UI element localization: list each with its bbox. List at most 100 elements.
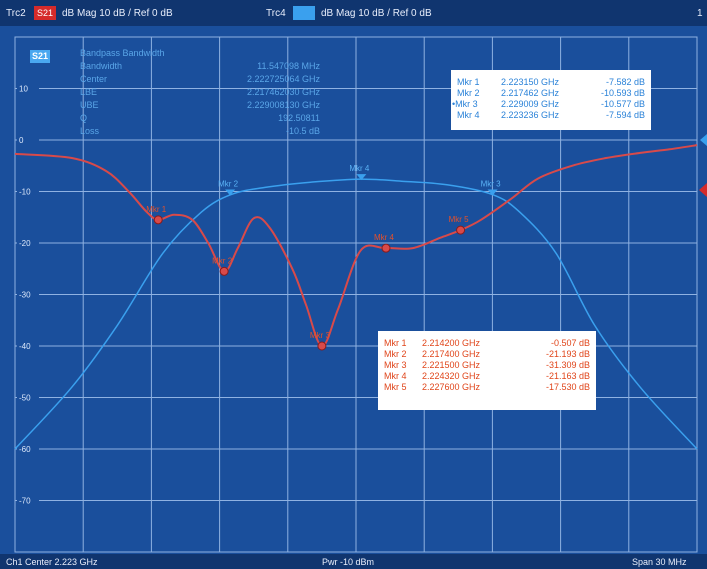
y-tick-label: -30 [19,291,31,300]
marker-frequency: 2.223236 GHz [501,110,560,120]
marker-name: •Mkr 3 [452,99,478,109]
trace-marker-label: Mkr 5 [449,215,470,224]
marker-value: -21.163 dB [545,371,590,381]
marker-name: Mkr 1 [457,77,480,87]
s21-badge: S21 [30,50,50,63]
marker-name: Mkr 1 [384,338,407,348]
marker-frequency: 2.223150 GHz [501,77,560,87]
bw-row-value: -10.5 dB [285,126,320,136]
y-tick-label-bg [17,391,39,404]
y-tick-label-bg [17,134,39,146]
bw-row-value: 2.229008130 GHz [246,100,320,110]
trc2-ref-arrow [699,183,707,197]
bw-row-label: Center [80,74,108,84]
channel-center-label[interactable]: Ch1 Center 2.223 GHz [6,557,98,567]
channel-number: 1 [697,8,703,19]
marker-value: -21.193 dB [545,349,590,359]
trc2-marker-glyph[interactable] [381,243,391,253]
trace-marker-label: Mkr 4 [374,233,395,242]
marker-value: -10.593 dB [600,88,645,98]
trc4-measurement-badge[interactable] [293,6,315,20]
trace-marker-label: Mkr 3 [481,179,502,188]
bw-row-label: Q [80,113,88,123]
y-tick-label: -50 [19,394,31,403]
trace-marker-label: Mkr 1 [146,205,167,214]
trc2-marker-glyph[interactable] [219,266,229,276]
y-tick-label: 10 [19,85,28,94]
bw-row-label: Bandwidth [80,61,123,71]
trace-marker-label: Mkr 4 [349,164,370,173]
trc4-format[interactable]: dB Mag 10 dB / Ref 0 dB [321,8,432,19]
y-tick-label-bg [17,443,39,455]
marker-frequency: 2.229009 GHz [501,99,560,109]
trc4-marker-row[interactable]: Mkr 1 2.223150 GHz -7.582 dB [457,77,645,88]
y-tick-label: -60 [19,445,31,454]
trc4-marker-row-active[interactable]: •Mkr 3 2.229009 GHz -10.577 dB [452,99,645,110]
marker-frequency: 2.221500 GHz [422,360,481,370]
trc4-marker-table[interactable]: Mkr 1 2.223150 GHz -7.582 dB Mkr 2 2.217… [451,70,651,130]
bw-row-value: 2.222725064 GHz [246,74,320,84]
trc4-marker-glyph[interactable] [487,189,498,196]
bw-row-value: 2.217462030 GHz [246,87,320,97]
marker-name: Mkr 3 [384,360,407,370]
bw-row-value: 192.50811 [278,113,320,123]
trc2-marker-row[interactable]: Mkr 2 2.217400 GHz -21.193 dB [384,349,590,360]
bw-row-label: LBE [80,87,98,97]
trc4-marker-glyph[interactable] [225,189,236,196]
marker-frequency: 2.227600 GHz [422,382,481,392]
trace-markers: Mkr 2 Mkr 4 Mkr 3 Mkr 1 Mkr 2 Mkr 3 Mkr 4 Mkr 5 [146,164,502,351]
trc4-marker-row[interactable]: Mkr 2 2.217462 GHz -10.593 dB [457,88,645,99]
trc2-marker-row[interactable]: Mkr 1 2.214200 GHz -0.507 dB [384,338,590,349]
marker-value: -17.530 dB [545,382,590,392]
span-label[interactable]: Span 30 MHz [632,557,687,567]
trace-marker-label: Mkr 2 [218,180,239,189]
y-tick-label: -10 [19,188,31,197]
trace-marker-label: Mkr 3 [310,331,331,340]
marker-value: -7.594 dB [605,110,645,120]
trc2-marker-row[interactable]: Mkr 4 2.224320 GHz -21.163 dB [384,371,590,382]
marker-frequency: 2.214200 GHz [422,338,481,348]
y-tick-label: -40 [19,342,31,351]
trc2-label[interactable]: Trc2 [6,8,26,19]
marker-frequency: 2.217400 GHz [422,349,481,359]
marker-value: -10.577 dB [600,99,645,109]
trc4-label[interactable]: Trc4 [266,8,286,19]
trc2-marker-row[interactable]: Mkr 3 2.221500 GHz -31.309 dB [384,360,590,371]
bandwidth-info-panel: S21 Bandpass Bandwidth Bandwidth 11.5470… [30,48,320,150]
bw-heading: Bandpass Bandwidth [80,48,165,58]
y-tick-label: 0 [19,136,24,145]
marker-value: -31.309 dB [545,360,590,370]
y-tick-label-bg [17,340,39,352]
channel-status-bar: Ch1 Center 2.223 GHz Pwr -10 dBm Span 30… [0,554,707,569]
trc4-marker-row[interactable]: Mkr 4 2.223236 GHz -7.594 dB [457,110,645,121]
trc2-marker-table[interactable]: Mkr 1 2.214200 GHz -0.507 dB Mkr 2 2.217… [378,331,596,410]
trc4-marker-glyph[interactable] [356,174,367,181]
trc2-format[interactable]: dB Mag 10 dB / Ref 0 dB [62,8,173,19]
bw-row-value: 11.547098 MHz [257,61,320,71]
trace-header-bar: Trc2 S21 dB Mag 10 dB / Ref 0 dB Trc4 dB… [0,0,707,26]
marker-value: -0.507 dB [550,338,590,348]
power-label[interactable]: Pwr -10 dBm [322,557,375,567]
y-tick-label-bg [17,82,39,95]
trace-marker-label: Mkr 2 [212,256,233,265]
trc2-marker-row[interactable]: Mkr 5 2.227600 GHz -17.530 dB [384,382,590,393]
marker-frequency: 2.217462 GHz [501,88,560,98]
marker-frequency: 2.224320 GHz [422,371,481,381]
trc2-marker-glyph[interactable] [317,341,327,351]
y-tick-label-bg [17,494,39,507]
trc4-ref-arrow [700,134,707,146]
trc2-marker-glyph[interactable] [153,215,163,225]
marker-name: Mkr 5 [384,382,407,392]
trc2-measurement-badge[interactable]: S21 [34,6,56,20]
marker-name: Mkr 4 [384,371,407,381]
bw-row-label: Loss [80,126,100,136]
y-tick-label: -20 [19,239,31,248]
y-tick-labels: 10 0 -10 -20 -30 -40 -50 -60 -70 [17,82,39,507]
y-tick-label: -70 [19,497,31,506]
bw-row-label: UBE [80,100,99,110]
marker-name: Mkr 4 [457,110,480,120]
trace-line-trc4[interactable] [14,178,698,450]
y-tick-label-bg [17,185,39,198]
trc2-marker-glyph[interactable] [456,225,466,235]
